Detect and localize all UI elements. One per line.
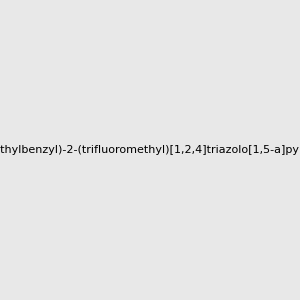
Text: 5-methyl-6-(3-methylbenzyl)-2-(trifluoromethyl)[1,2,4]triazolo[1,5-a]pyrimidin-7: 5-methyl-6-(3-methylbenzyl)-2-(trifluoro…: [0, 145, 300, 155]
